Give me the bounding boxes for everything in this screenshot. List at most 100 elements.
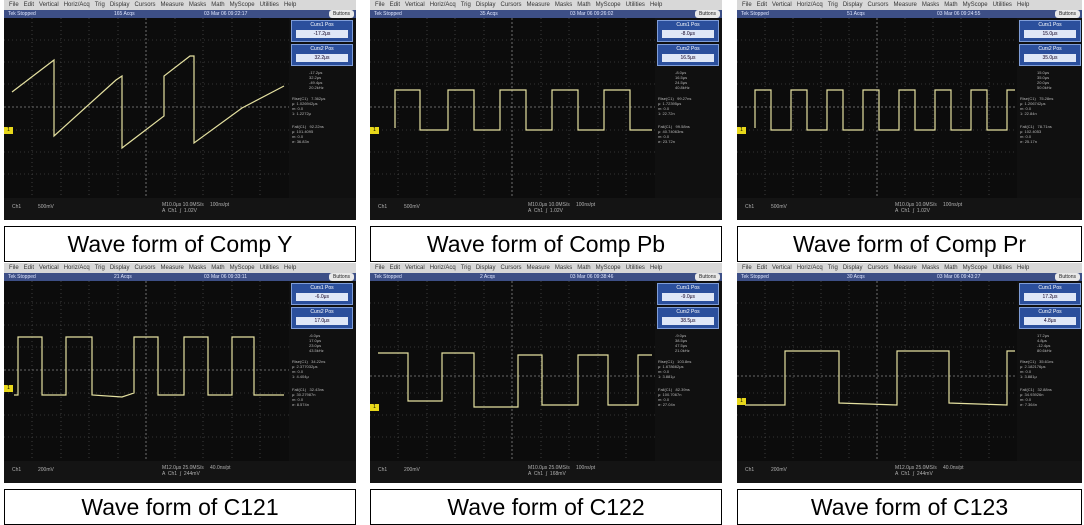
menu-cursors[interactable]: Cursors [500,2,522,8]
menu-math[interactable]: Math [577,265,591,271]
menu-display[interactable]: Display [842,2,863,8]
menu-cursors[interactable]: Cursors [134,2,156,8]
menu-file[interactable]: File [375,2,385,8]
cursor1-value[interactable]: 15.0μs [1024,30,1076,38]
menu-trig[interactable]: Trig [94,265,105,271]
menu-vertical[interactable]: Vertical [405,265,425,271]
menu-cursors[interactable]: Cursors [500,265,522,271]
menu-measure[interactable]: Measure [160,265,184,271]
cursor1-value[interactable]: -17.2μs [296,30,348,38]
menu-help[interactable]: Help [283,265,297,271]
menu-myscope[interactable]: MyScope [229,265,255,271]
menu-vertical[interactable]: Vertical [772,265,792,271]
menu-myscope[interactable]: MyScope [962,265,988,271]
cursor2-position[interactable]: Curs2 Pos 35.0μs [1019,44,1081,66]
menu-vertical[interactable]: Vertical [39,2,59,8]
menu-masks[interactable]: Masks [921,265,940,271]
menu-myscope[interactable]: MyScope [595,265,621,271]
buttons-toggle[interactable]: Buttons [329,10,354,18]
channel-label[interactable]: Ch1 [745,204,755,210]
menu-utilities[interactable]: Utilities [625,2,645,8]
cursor2-position[interactable]: Curs2 Pos 4.8μs [1019,307,1081,329]
menu-horiz-acq[interactable]: Horiz/Acq [429,2,456,8]
cursor2-value[interactable]: 35.0μs [1024,54,1076,62]
channel-label[interactable]: Ch1 [745,467,755,473]
menu-horiz-acq[interactable]: Horiz/Acq [796,2,823,8]
menu-measure[interactable]: Measure [893,265,917,271]
volts-per-div[interactable]: 500mV [771,204,787,210]
cursor2-position[interactable]: Curs2 Pos 38.5μs [657,307,719,329]
menu-help[interactable]: Help [649,2,663,8]
menu-cursors[interactable]: Cursors [867,265,889,271]
menu-file[interactable]: File [742,2,752,8]
timebase-readout[interactable]: M10.0μs 10.0MS/s A Ch1 ∫ 1.02V [895,202,937,214]
menu-measure[interactable]: Measure [160,2,184,8]
menu-edit[interactable]: Edit [756,2,768,8]
menu-edit[interactable]: Edit [756,265,768,271]
cursor2-position[interactable]: Curs2 Pos 16.5μs [657,44,719,66]
menu-horiz-acq[interactable]: Horiz/Acq [796,265,823,271]
menu-help[interactable]: Help [1016,265,1030,271]
menu-edit[interactable]: Edit [23,265,35,271]
menu-trig[interactable]: Trig [827,2,838,8]
timebase-readout[interactable]: M10.0μs 10.0MS/s A Ch1 ∫ 1.02V [528,202,570,214]
menu-masks[interactable]: Masks [188,265,207,271]
menu-math[interactable]: Math [211,2,225,8]
buttons-toggle[interactable]: Buttons [1055,10,1080,18]
channel-label[interactable]: Ch1 [12,467,22,473]
menu-vertical[interactable]: Vertical [772,2,792,8]
buttons-toggle[interactable]: Buttons [695,10,720,18]
volts-per-div[interactable]: 500mV [38,204,54,210]
menu-help[interactable]: Help [649,265,663,271]
cursor2-value[interactable]: 38.5μs [662,317,714,325]
menu-cursors[interactable]: Cursors [867,2,889,8]
menu-vertical[interactable]: Vertical [405,2,425,8]
cursor1-position[interactable]: Curs1 Pos -6.0μs [291,283,353,305]
cursor1-position[interactable]: Curs1 Pos 15.0μs [1019,20,1081,42]
menu-measure[interactable]: Measure [893,2,917,8]
menu-edit[interactable]: Edit [23,2,35,8]
cursor1-value[interactable]: -9.0μs [662,293,714,301]
menu-utilities[interactable]: Utilities [625,265,645,271]
menu-math[interactable]: Math [211,265,225,271]
menu-trig[interactable]: Trig [827,265,838,271]
volts-per-div[interactable]: 500mV [404,204,420,210]
cursor2-position[interactable]: Curs2 Pos 32.2μs [291,44,353,66]
buttons-toggle[interactable]: Buttons [329,273,354,281]
menu-display[interactable]: Display [109,2,130,8]
channel-label[interactable]: Ch1 [12,204,22,210]
channel-label[interactable]: Ch1 [378,204,388,210]
menu-math[interactable]: Math [944,2,958,8]
menu-trig[interactable]: Trig [460,2,471,8]
cursor2-value[interactable]: 32.2μs [296,54,348,62]
menu-file[interactable]: File [9,265,19,271]
menu-masks[interactable]: Masks [554,2,573,8]
timebase-readout[interactable]: M12.0μs 25.0MS/s A Ch1 ∫ 244mV [162,465,204,477]
menu-myscope[interactable]: MyScope [595,2,621,8]
buttons-toggle[interactable]: Buttons [695,273,720,281]
menu-myscope[interactable]: MyScope [962,2,988,8]
menu-display[interactable]: Display [475,2,496,8]
menu-display[interactable]: Display [475,265,496,271]
cursor1-value[interactable]: -6.0μs [296,293,348,301]
menu-measure[interactable]: Measure [526,265,550,271]
menu-masks[interactable]: Masks [554,265,573,271]
channel-label[interactable]: Ch1 [378,467,388,473]
menu-vertical[interactable]: Vertical [39,265,59,271]
menu-utilities[interactable]: Utilities [259,2,279,8]
cursor2-value[interactable]: 4.8μs [1024,317,1076,325]
menu-trig[interactable]: Trig [460,265,471,271]
cursor1-position[interactable]: Curs1 Pos -17.2μs [291,20,353,42]
timebase-readout[interactable]: M10.0μs 25.0MS/s A Ch1 ∫ 168mV [528,465,570,477]
menu-file[interactable]: File [9,2,19,8]
menu-edit[interactable]: Edit [389,265,401,271]
cursor1-position[interactable]: Curs1 Pos -9.0μs [657,283,719,305]
menu-horiz-acq[interactable]: Horiz/Acq [63,265,90,271]
cursor1-position[interactable]: Curs1 Pos -8.0μs [657,20,719,42]
cursor1-value[interactable]: -8.0μs [662,30,714,38]
menu-file[interactable]: File [375,265,385,271]
buttons-toggle[interactable]: Buttons [1055,273,1080,281]
volts-per-div[interactable]: 200mV [38,467,54,473]
menu-help[interactable]: Help [1016,2,1030,8]
volts-per-div[interactable]: 200mV [771,467,787,473]
